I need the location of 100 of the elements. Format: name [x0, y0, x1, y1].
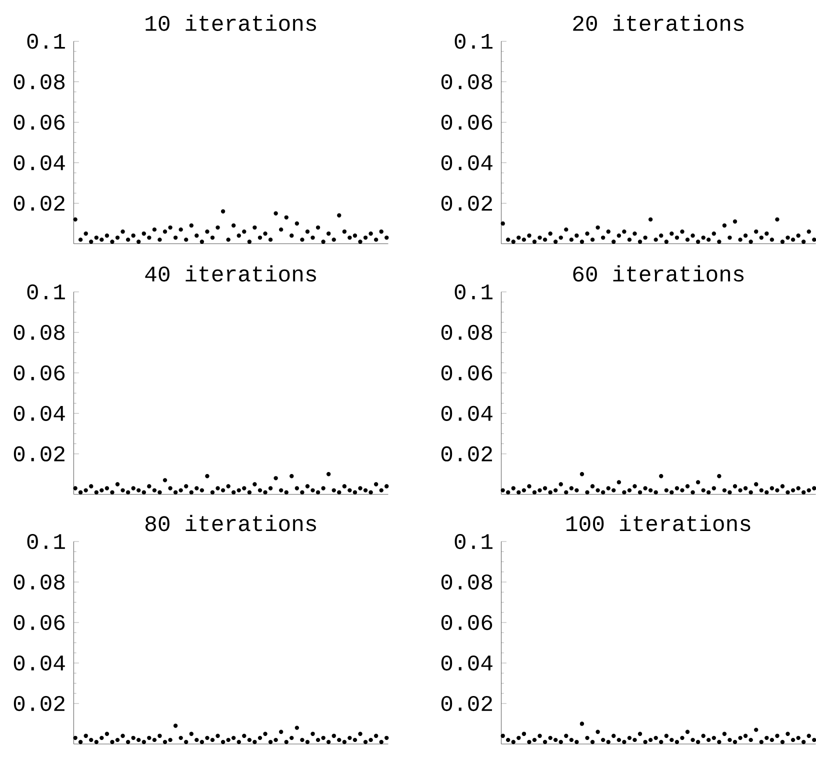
- y-tick-label: 0.04: [14, 406, 65, 422]
- point: [738, 238, 742, 242]
- point: [278, 730, 284, 734]
- point: [104, 732, 110, 736]
- point: [120, 734, 125, 738]
- point: [305, 740, 310, 744]
- point: [511, 240, 516, 244]
- point: [332, 734, 336, 738]
- point: [564, 228, 568, 232]
- point: [532, 738, 537, 742]
- point: [600, 738, 606, 742]
- point: [585, 736, 590, 740]
- point: [162, 478, 168, 482]
- point: [158, 238, 162, 242]
- point: [310, 732, 315, 736]
- point: [627, 488, 632, 493]
- point: [226, 484, 230, 489]
- y-tick-label: 0.06: [14, 114, 65, 130]
- point: [162, 740, 168, 744]
- point: [764, 232, 769, 236]
- point: [168, 226, 172, 230]
- point: [775, 218, 780, 222]
- point: [585, 490, 590, 495]
- point: [706, 738, 711, 742]
- point: [706, 490, 711, 495]
- point: [790, 238, 796, 242]
- point: [600, 236, 606, 240]
- point: [754, 728, 758, 732]
- point: [606, 486, 610, 491]
- point: [596, 730, 600, 734]
- point: [147, 484, 152, 489]
- point: [168, 738, 172, 742]
- point: [300, 738, 304, 742]
- point: [580, 240, 584, 244]
- point: [574, 234, 579, 238]
- point: [522, 732, 526, 736]
- point: [590, 740, 595, 744]
- point: [252, 226, 257, 230]
- point: [252, 482, 257, 487]
- point: [374, 482, 378, 487]
- point: [136, 738, 141, 742]
- point: [84, 232, 88, 236]
- point: [73, 486, 78, 491]
- point: [178, 736, 183, 740]
- point: [120, 230, 125, 234]
- point: [115, 738, 120, 742]
- point: [701, 236, 706, 240]
- point: [738, 736, 742, 740]
- point: [738, 488, 742, 493]
- point: [210, 738, 215, 742]
- point: [790, 738, 796, 742]
- point: [220, 488, 226, 493]
- point: [701, 734, 706, 738]
- point: [527, 740, 532, 744]
- point: [796, 736, 800, 740]
- y-tick-label: 0.04: [441, 656, 492, 671]
- point: [764, 736, 769, 740]
- y-tick-label: 0.08: [14, 74, 65, 90]
- point: [268, 238, 273, 242]
- point: [780, 740, 785, 744]
- point: [200, 740, 204, 744]
- point: [706, 238, 711, 242]
- point: [717, 240, 722, 244]
- point: [580, 722, 584, 726]
- point: [743, 486, 748, 491]
- point: [126, 740, 130, 744]
- point: [120, 488, 125, 493]
- chart-title: 80 iterations: [146, 515, 316, 532]
- point: [173, 236, 178, 240]
- point: [538, 488, 542, 493]
- y-tick-label: 0.1: [454, 34, 492, 50]
- point: [247, 490, 252, 495]
- point: [205, 474, 210, 478]
- point: [674, 236, 680, 240]
- point: [542, 486, 548, 491]
- point: [680, 736, 684, 740]
- point: [722, 488, 727, 493]
- point: [205, 230, 210, 234]
- y-tick-label: 0.06: [441, 366, 492, 381]
- point: [158, 734, 162, 738]
- point: [553, 488, 558, 493]
- y-tick-label: 0.02: [441, 696, 492, 712]
- point: [632, 738, 637, 742]
- point: [659, 740, 664, 744]
- point: [200, 488, 204, 493]
- point: [516, 236, 521, 240]
- point: [131, 234, 136, 238]
- point: [674, 740, 680, 744]
- point: [732, 220, 738, 224]
- point: [316, 226, 320, 230]
- point: [564, 734, 568, 738]
- point: [115, 482, 120, 487]
- point: [136, 488, 141, 493]
- point: [643, 740, 648, 744]
- point: [310, 488, 315, 493]
- point: [690, 738, 695, 742]
- point: [500, 222, 505, 226]
- y-tick-label: 0.08: [14, 325, 65, 340]
- point: [532, 490, 537, 495]
- point: [84, 734, 88, 738]
